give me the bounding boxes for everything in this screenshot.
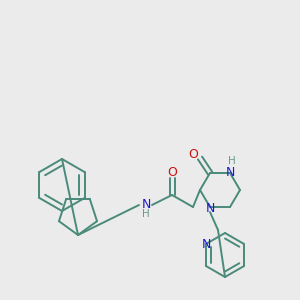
- Text: H: H: [142, 209, 150, 219]
- Text: N: N: [225, 167, 235, 179]
- Text: N: N: [141, 199, 151, 212]
- Text: N: N: [201, 238, 211, 250]
- Text: N: N: [205, 202, 215, 214]
- Text: H: H: [228, 156, 236, 166]
- Text: O: O: [188, 148, 198, 161]
- Text: O: O: [167, 166, 177, 178]
